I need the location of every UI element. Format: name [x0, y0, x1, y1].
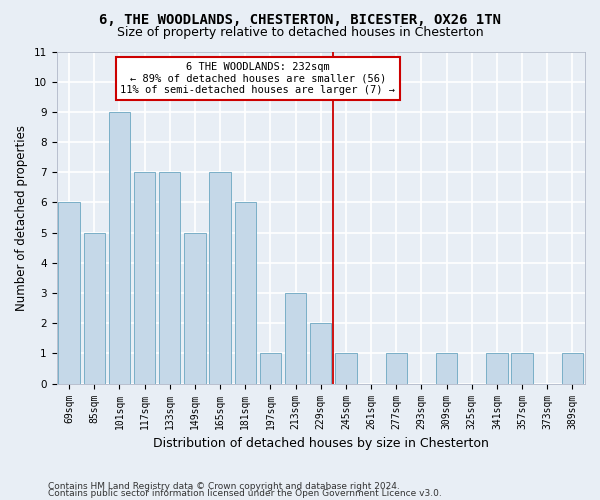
- Text: 6 THE WOODLANDS: 232sqm
← 89% of detached houses are smaller (56)
11% of semi-de: 6 THE WOODLANDS: 232sqm ← 89% of detache…: [121, 62, 395, 96]
- Bar: [159, 172, 181, 384]
- Bar: [486, 354, 508, 384]
- Bar: [260, 354, 281, 384]
- Text: Contains public sector information licensed under the Open Government Licence v3: Contains public sector information licen…: [48, 489, 442, 498]
- Y-axis label: Number of detached properties: Number of detached properties: [15, 124, 28, 310]
- Bar: [386, 354, 407, 384]
- Bar: [209, 172, 231, 384]
- Bar: [310, 324, 331, 384]
- Bar: [134, 172, 155, 384]
- Bar: [83, 232, 105, 384]
- Bar: [235, 202, 256, 384]
- Bar: [562, 354, 583, 384]
- Text: Size of property relative to detached houses in Chesterton: Size of property relative to detached ho…: [116, 26, 484, 39]
- Bar: [285, 293, 306, 384]
- Text: 6, THE WOODLANDS, CHESTERTON, BICESTER, OX26 1TN: 6, THE WOODLANDS, CHESTERTON, BICESTER, …: [99, 12, 501, 26]
- X-axis label: Distribution of detached houses by size in Chesterton: Distribution of detached houses by size …: [153, 437, 489, 450]
- Text: Contains HM Land Registry data © Crown copyright and database right 2024.: Contains HM Land Registry data © Crown c…: [48, 482, 400, 491]
- Bar: [109, 112, 130, 384]
- Bar: [436, 354, 457, 384]
- Bar: [58, 202, 80, 384]
- Bar: [335, 354, 356, 384]
- Bar: [511, 354, 533, 384]
- Bar: [184, 232, 206, 384]
